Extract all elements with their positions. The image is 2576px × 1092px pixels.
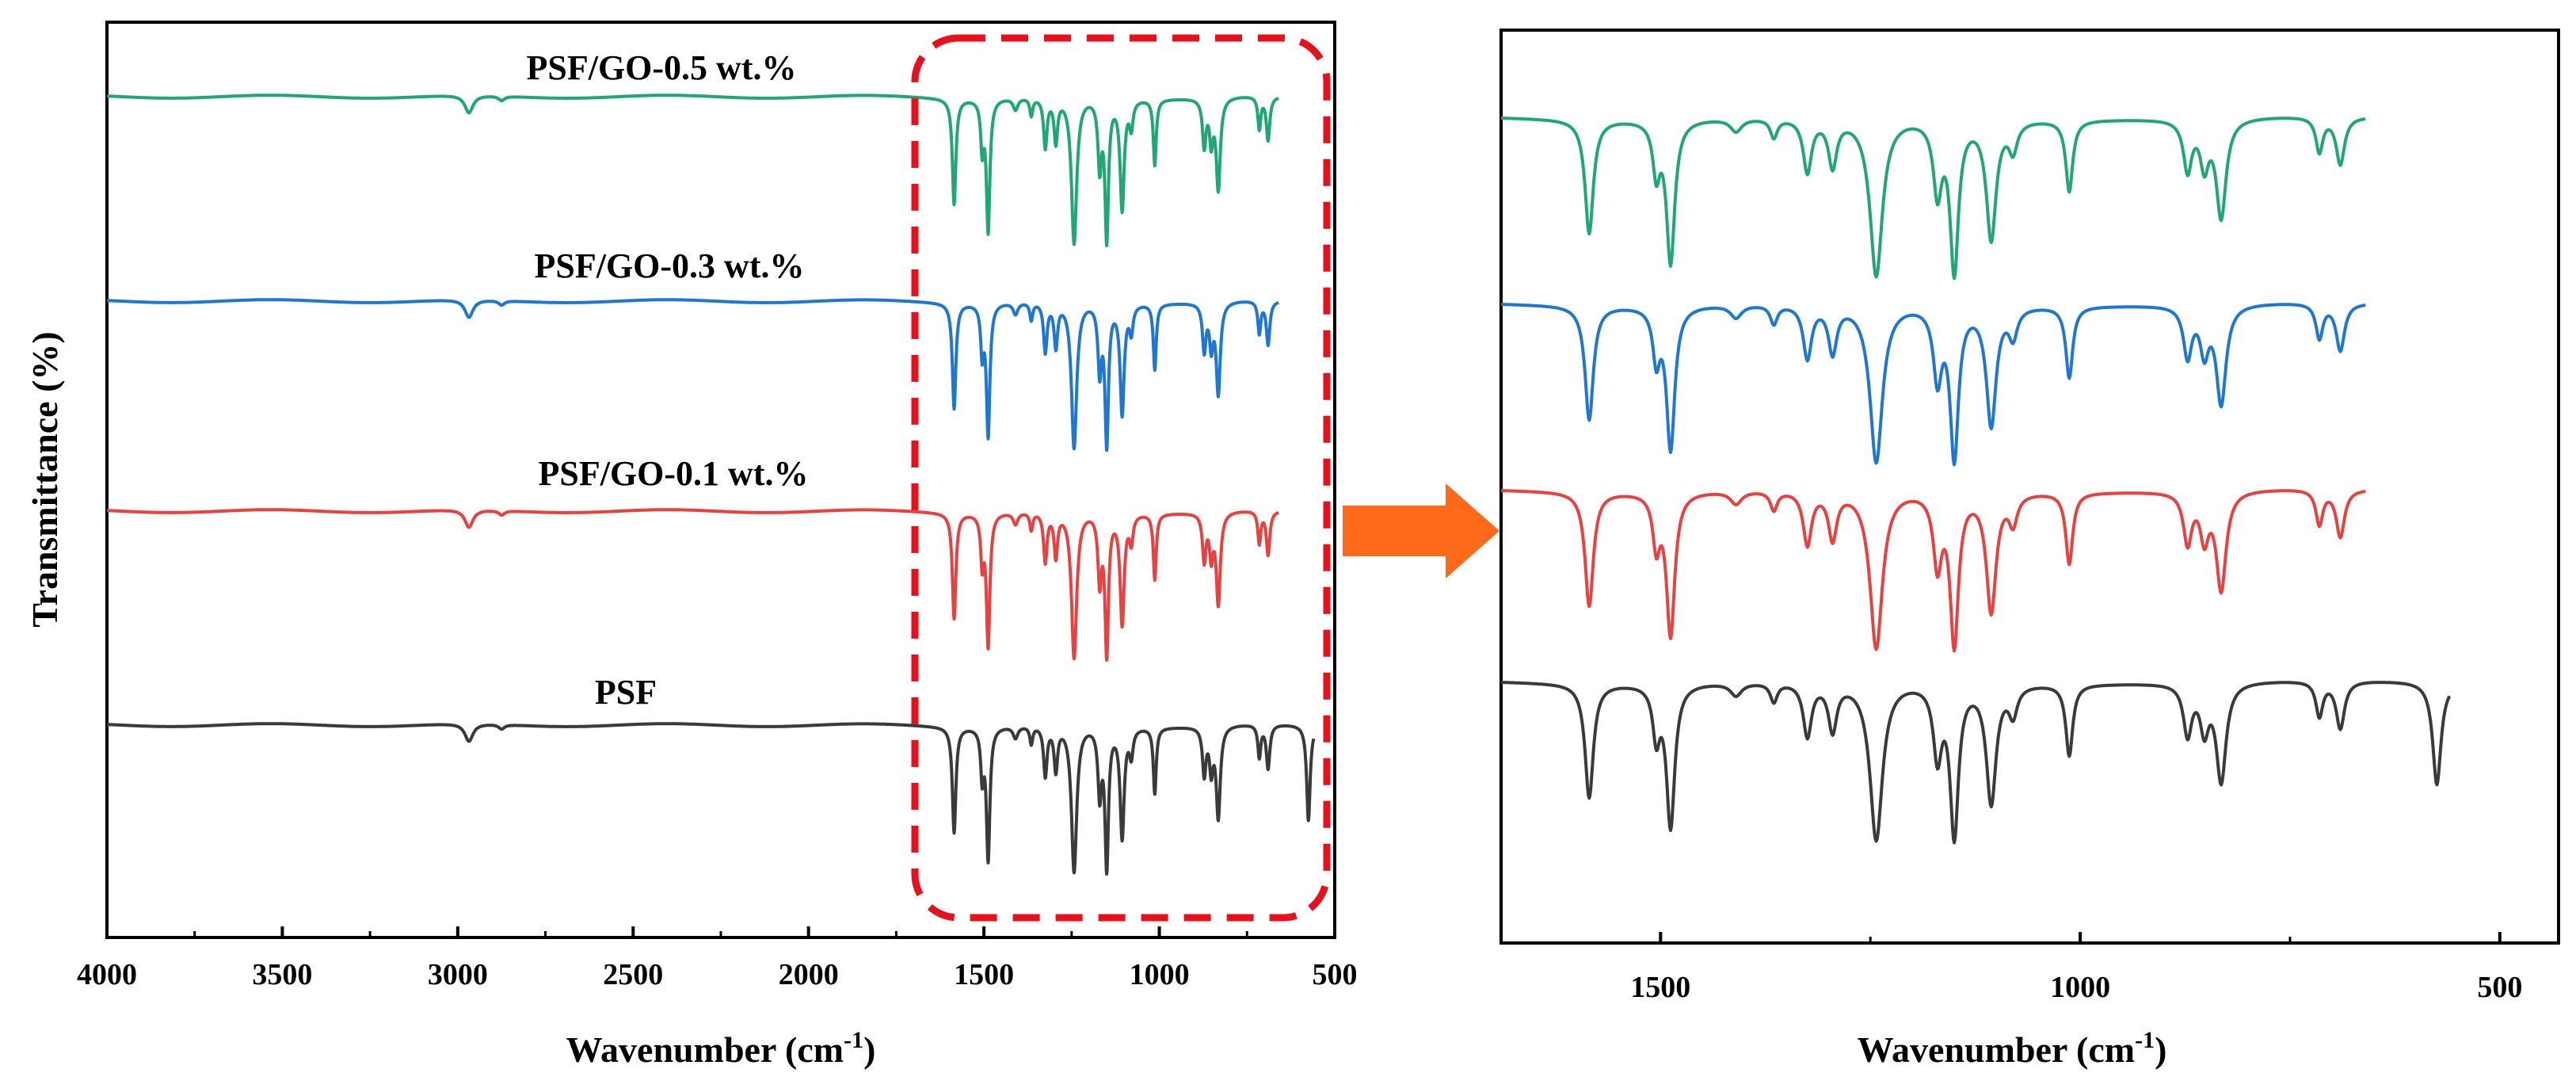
x-tick-label: 500 [1313,958,1358,991]
right-x-axis-label: Wavenumber (cm-1) [1858,1027,2167,1070]
series-line-psf [1500,681,2452,845]
series-label-psf: PSF [595,673,657,712]
series-line-psf-go-0-3-wt- [105,298,1280,452]
left-x-axis-label-sup: -1 [844,1027,863,1053]
y-axis-label: Transmittance (%) [25,331,65,627]
x-tick-label: 2000 [779,958,839,991]
x-tick-label: 3000 [428,958,488,991]
highlight-region-box [911,34,1331,922]
series-label-psf-go-03: PSF/GO-0.3 wt.% [535,246,805,285]
series-line-psf [105,722,1316,876]
left-x-axis: 4000 3500 3000 2500 2000 1500 1000 500 [77,926,1358,991]
x-tick-label: 1500 [954,958,1014,991]
series-label-psf-go-01: PSF/GO-0.1 wt.% [539,454,809,493]
x-tick-label: 4000 [77,958,137,991]
series-line-psf-go-0-5-wt- [1500,116,2367,281]
x-tick-label: 1000 [1130,958,1190,991]
right-plot-frame [1499,29,2560,945]
x-tick-label: 2500 [603,958,663,991]
x-tick-label: 3500 [252,958,312,991]
series-label-psf-go-05: PSF/GO-0.5 wt.% [527,48,797,87]
series-line-psf-go-0-1-wt- [1500,489,2367,653]
series-line-psf-go-0-3-wt- [1500,303,2367,467]
right-spectra [1500,116,2452,845]
right-x-axis: 1500 1000 500 [1630,932,2522,1004]
left-spectra [105,94,1316,876]
x-tick-label: 500 [2477,971,2522,1004]
series-line-psf-go-0-1-wt- [105,508,1280,662]
x-tick-label: 1000 [2050,971,2110,1004]
right-x-axis-label-sup: -1 [2135,1027,2155,1053]
series-line-psf-go-0-5-wt- [105,94,1280,248]
left-x-axis-label: Wavenumber (cm-1) [566,1027,876,1070]
x-tick-label: 1500 [1630,971,1690,1004]
zoom-arrow-icon [1343,483,1499,578]
